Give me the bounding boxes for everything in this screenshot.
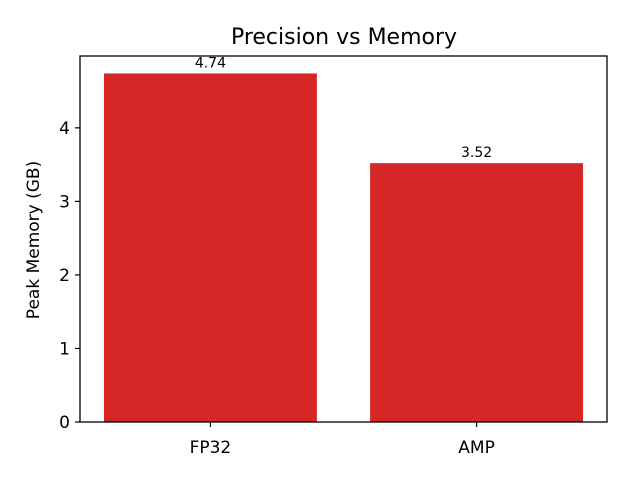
x-axis-ticks: FP32 AMP	[190, 422, 495, 458]
y-tick-label-4: 4	[59, 119, 70, 139]
y-axis-label: Peak Memory (GB)	[24, 161, 44, 319]
y-tick-label-0: 0	[59, 413, 70, 433]
x-tick-label-fp32: FP32	[190, 438, 232, 458]
bar-amp	[370, 163, 584, 422]
y-tick-label-2: 2	[59, 266, 70, 286]
y-tick-label-1: 1	[59, 339, 70, 359]
y-tick-label-3: 3	[59, 192, 70, 212]
chart-title: Precision vs Memory	[231, 25, 457, 50]
data-labels-group: 4.74 3.52	[195, 55, 492, 161]
bar-fp32	[103, 73, 317, 422]
bars-group	[103, 73, 584, 422]
x-tick-label-amp: AMP	[458, 438, 495, 458]
data-label-amp: 3.52	[461, 145, 492, 161]
data-label-fp32: 4.74	[195, 55, 226, 71]
y-axis-ticks: 0 1 2 3 4	[59, 119, 80, 433]
plot-area-frame	[79, 55, 608, 423]
